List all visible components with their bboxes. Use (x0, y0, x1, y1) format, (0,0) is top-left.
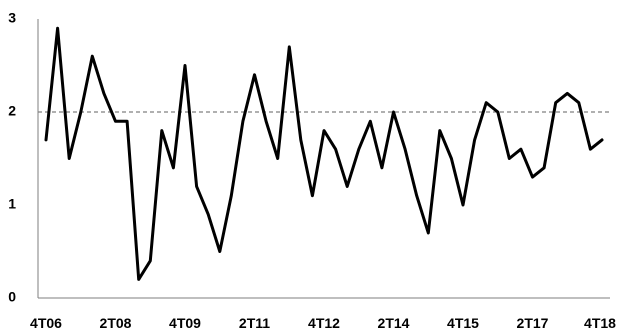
series-line (44, 26, 604, 281)
x-axis-tick-labels: 4T06 2T08 4T09 2T11 4T12 2T14 4T15 2T17 4T18 (30, 315, 616, 331)
x-tick-label: 2T11 (239, 315, 270, 331)
x-tick-label: 4T09 (169, 315, 201, 331)
x-tick-label: 2T17 (517, 315, 549, 331)
x-tick-label: 2T14 (378, 315, 410, 331)
x-tick-label: 2T08 (100, 315, 132, 331)
x-tick-label: 4T18 (584, 315, 616, 331)
y-tick-label: 0 (8, 289, 16, 305)
y-tick-label: 3 (8, 10, 16, 26)
y-tick-label: 2 (8, 103, 16, 119)
x-tick-label: 4T06 (30, 315, 62, 331)
x-tick-label: 4T12 (308, 315, 340, 331)
y-axis-tick-labels: 0 1 2 3 (8, 10, 16, 305)
y-tick-label: 1 (8, 196, 16, 212)
x-tick-label: 4T15 (447, 315, 479, 331)
